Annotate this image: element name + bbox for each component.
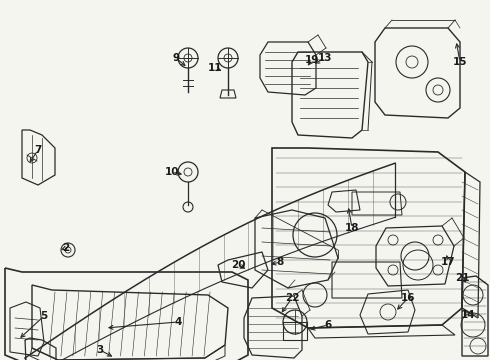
Text: 16: 16 xyxy=(401,293,415,303)
Text: 18: 18 xyxy=(345,223,359,233)
Text: 15: 15 xyxy=(453,57,467,67)
Text: 20: 20 xyxy=(231,260,245,270)
Text: 10: 10 xyxy=(165,167,179,177)
Text: 4: 4 xyxy=(174,317,182,327)
Text: 22: 22 xyxy=(285,293,299,303)
Text: 3: 3 xyxy=(97,345,103,355)
Text: 19: 19 xyxy=(305,55,319,65)
Text: 8: 8 xyxy=(276,257,284,267)
Text: 9: 9 xyxy=(172,53,179,63)
Text: 17: 17 xyxy=(441,257,455,267)
Text: 6: 6 xyxy=(324,320,332,330)
Text: 21: 21 xyxy=(455,273,469,283)
Text: 7: 7 xyxy=(34,145,42,155)
Text: 2: 2 xyxy=(62,243,70,253)
Text: 14: 14 xyxy=(461,310,475,320)
Text: 11: 11 xyxy=(208,63,222,73)
Text: 13: 13 xyxy=(318,53,332,63)
Text: 5: 5 xyxy=(40,311,48,321)
